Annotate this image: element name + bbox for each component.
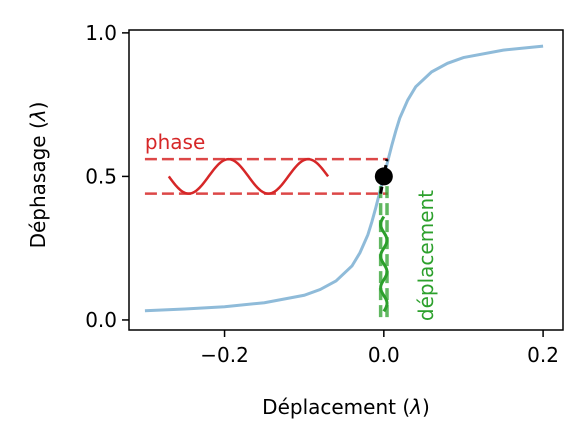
y-axis-label-symbol: λ	[26, 109, 50, 122]
x-axis-label-close: )	[422, 395, 430, 419]
x-tick-label: 0.0	[368, 343, 400, 367]
y-axis-ticks: 0.0 0.5 1.0	[85, 21, 129, 332]
displacement-label: déplacement	[414, 190, 438, 321]
y-tick-label: 1.0	[85, 21, 117, 45]
phase-label: phase	[145, 130, 205, 154]
phase-wave	[167, 157, 330, 195]
y-tick-label: 0.0	[85, 308, 117, 332]
y-tick-label: 0.5	[85, 164, 117, 188]
y-axis-label: Déphasage (λ)	[26, 102, 50, 249]
phase-curve	[144, 44, 544, 313]
x-axis-ticks: −0.2 0.0 0.2	[200, 330, 559, 367]
annotation-layer	[144, 157, 393, 318]
y-axis-label-close: )	[26, 102, 50, 110]
x-tick-label: 0.2	[527, 343, 559, 367]
operating-point-marker	[374, 167, 393, 186]
x-axis-label-text: Déplacement (	[262, 395, 410, 419]
x-axis-label-symbol: λ	[409, 395, 422, 419]
x-tick-label: −0.2	[200, 343, 249, 367]
axes-frame	[128, 29, 564, 331]
plot-area	[144, 44, 544, 313]
y-axis-label-text: Déphasage (	[26, 121, 50, 248]
displacement-wave	[379, 215, 389, 313]
x-axis-label: Déplacement (λ)	[262, 395, 430, 419]
